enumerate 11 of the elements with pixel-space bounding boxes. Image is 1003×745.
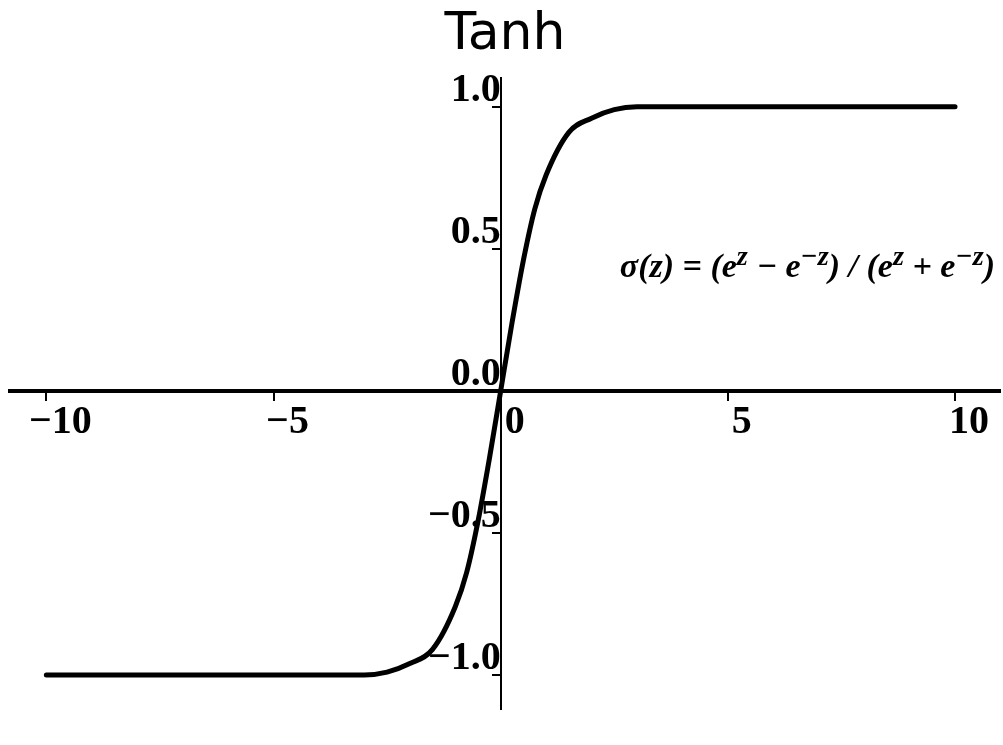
text: σ(z) = (e$^{z}$ − e$^{−z}$) / (e$^{z}$ + e$^{−z}$) <box>619 240 995 285</box>
chart-title: Tanh <box>443 0 566 61</box>
y-tick-label: 1.0 <box>450 65 501 111</box>
x-tick-label: −5 <box>266 397 309 443</box>
x-tick-label: −10 <box>28 397 92 443</box>
y-tick-label: 0.0 <box>450 349 501 395</box>
x-tick-label: 5 <box>731 397 752 443</box>
x-tick-label: 0 <box>504 397 525 443</box>
y-tick-label: −1.0 <box>427 633 501 679</box>
x-tick-label: 10 <box>949 397 990 443</box>
y-tick-label: 0.5 <box>450 207 501 253</box>
